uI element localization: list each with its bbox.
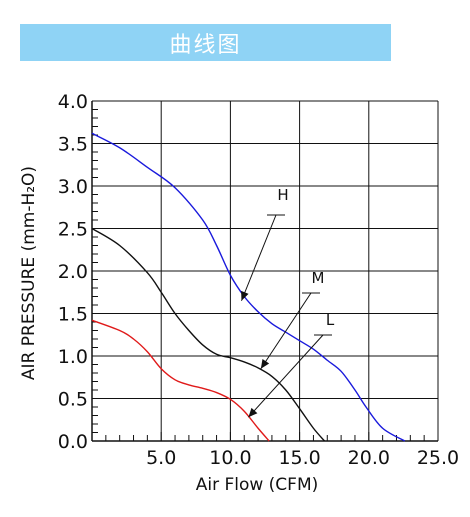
leader-line bbox=[248, 334, 324, 418]
x-tick-label: 10.0 bbox=[209, 447, 251, 469]
leader-arrowhead bbox=[241, 290, 249, 301]
y-tick-label: 2.5 bbox=[58, 219, 88, 241]
curve-label-h: H bbox=[277, 186, 288, 204]
leader-arrowhead bbox=[248, 407, 258, 418]
leader-line bbox=[260, 292, 312, 370]
x-tick-label: 20.0 bbox=[348, 447, 390, 469]
y-tick-label: 3.0 bbox=[58, 176, 88, 198]
x-tick-label: 15.0 bbox=[278, 447, 320, 469]
y-tick-label: 2.0 bbox=[58, 261, 88, 283]
series-line-m bbox=[91, 227, 326, 442]
x-axis-title: Air Flow (CFM) bbox=[196, 475, 319, 495]
curve-label-l: L bbox=[326, 311, 335, 329]
leader-line bbox=[241, 214, 277, 301]
x-tick-label: 5.0 bbox=[146, 447, 176, 469]
x-tick-label: 25.0 bbox=[417, 447, 459, 469]
page-title: 曲线图 bbox=[169, 32, 242, 58]
y-tick-label: 0.0 bbox=[58, 431, 88, 453]
series-line-h bbox=[91, 132, 406, 442]
y-tick-label: 3.5 bbox=[58, 134, 88, 156]
y-tick-label: 1.0 bbox=[58, 346, 88, 368]
y-tick-label: 1.5 bbox=[58, 304, 88, 326]
leader-arrowhead bbox=[260, 359, 270, 369]
series-line-l bbox=[91, 319, 270, 442]
y-tick-label: 4.0 bbox=[58, 91, 88, 113]
curve-label-m: M bbox=[312, 269, 325, 287]
y-axis-title: AIR PRESSURE (mm-H₂O) bbox=[19, 166, 39, 380]
chart-title-banner: 曲线图 bbox=[20, 24, 391, 61]
y-tick-label: 0.5 bbox=[58, 389, 88, 411]
